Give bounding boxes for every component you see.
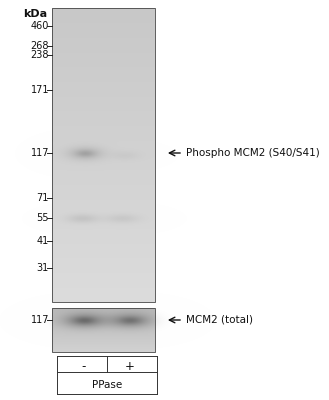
- Bar: [52, 308, 155, 352]
- Text: Phospho MCM2 (S40/S41): Phospho MCM2 (S40/S41): [186, 148, 320, 158]
- Text: 460: 460: [31, 21, 49, 31]
- Text: 71: 71: [37, 193, 49, 203]
- Text: 55: 55: [37, 213, 49, 223]
- Text: -: -: [82, 360, 86, 374]
- Text: PPase: PPase: [92, 380, 122, 390]
- Bar: [52, 8, 155, 302]
- Text: kDa: kDa: [23, 9, 47, 19]
- Text: 31: 31: [37, 263, 49, 273]
- Text: 117: 117: [31, 148, 49, 158]
- Text: 268: 268: [31, 41, 49, 51]
- Text: 41: 41: [37, 236, 49, 246]
- Text: MCM2 (total): MCM2 (total): [186, 315, 253, 325]
- Text: 117: 117: [31, 315, 49, 325]
- Text: 238: 238: [31, 50, 49, 60]
- Text: +: +: [125, 360, 135, 374]
- Text: 171: 171: [31, 85, 49, 95]
